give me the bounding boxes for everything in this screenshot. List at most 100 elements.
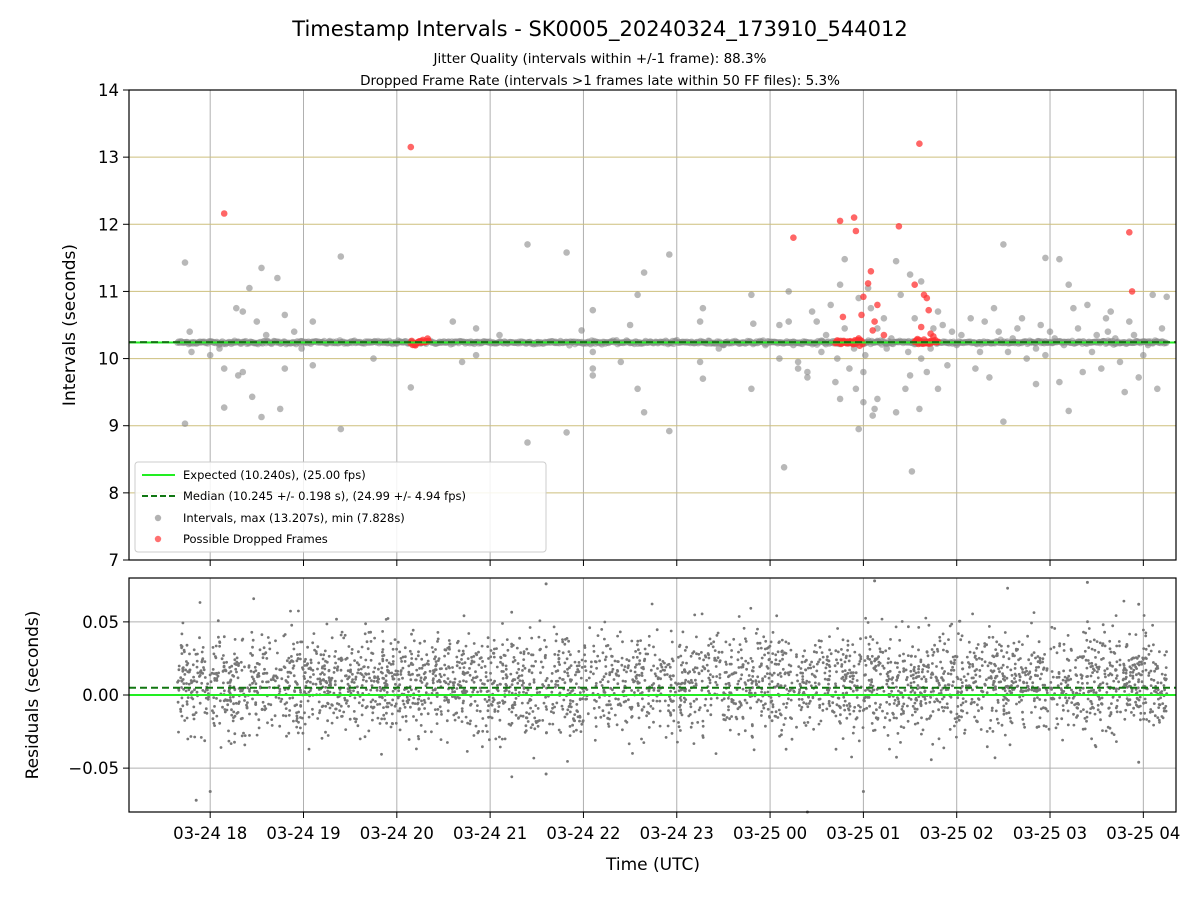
residual-point (380, 752, 383, 756)
residual-point (841, 670, 845, 673)
residual-point (253, 689, 256, 693)
residual-point (804, 668, 807, 672)
residual-point (1067, 696, 1071, 700)
residual-point (918, 686, 922, 689)
residual-point (846, 643, 850, 647)
residual-point (754, 679, 758, 683)
residual-point (299, 657, 302, 661)
residual-point (338, 688, 342, 691)
residual-point (1124, 671, 1128, 675)
residual-point (1144, 634, 1148, 638)
residual-point (917, 648, 920, 652)
residual-point (1088, 711, 1092, 715)
residual-point (424, 691, 428, 695)
residual-point (855, 679, 859, 682)
residual-point (539, 647, 542, 651)
residual-point (519, 714, 523, 718)
residual-point (913, 691, 917, 695)
residual-point (1157, 706, 1161, 709)
residual-point (448, 642, 452, 646)
residual-point (1013, 654, 1016, 658)
residual-point (1062, 649, 1066, 652)
residual-point (620, 656, 624, 660)
residual-point (575, 682, 578, 686)
residual-point (704, 697, 708, 701)
residual-point (638, 651, 642, 655)
residual-point (538, 690, 542, 694)
residual-point (802, 681, 806, 684)
residual-point (626, 666, 630, 670)
residual-point (747, 674, 751, 677)
residual-point (712, 640, 716, 644)
residual-point (245, 706, 249, 710)
residual-point (1162, 709, 1166, 713)
residual-point (1053, 627, 1057, 630)
residual-point (180, 645, 184, 648)
residual-point (311, 641, 315, 645)
residual-point (1122, 599, 1126, 603)
residual-point (685, 645, 688, 649)
residual-point (1085, 638, 1089, 642)
interval-outlier-142 (1042, 351, 1049, 359)
residual-point (1067, 674, 1071, 678)
residual-point (668, 665, 672, 669)
residual-point (415, 668, 419, 672)
residual-point (1135, 696, 1139, 700)
residual-point (233, 740, 236, 744)
residual-point (237, 702, 241, 705)
residual-point (651, 707, 655, 710)
residual-point (303, 722, 307, 726)
residual-point (802, 691, 806, 694)
interval-outlier-164 (1130, 331, 1138, 339)
residual-point (384, 679, 388, 683)
interval-outlier-60 (748, 385, 755, 393)
interval-outlier-45 (617, 358, 625, 366)
residual-point (1089, 689, 1092, 693)
residual-point (756, 627, 759, 631)
residual-point (1081, 686, 1085, 690)
residual-point (636, 643, 639, 647)
residual-point (784, 640, 788, 644)
residual-point (1066, 634, 1070, 637)
residual-point (590, 660, 593, 664)
residual-point (351, 678, 354, 681)
residual-point (846, 648, 849, 652)
residual-point (421, 703, 424, 706)
residual-point (780, 650, 784, 654)
residual-point (460, 707, 464, 710)
residual-point (398, 683, 402, 687)
residual-point (1050, 688, 1053, 691)
interval-outlier-150 (1070, 304, 1077, 312)
xtick-label-3: 03-24 21 (453, 824, 527, 843)
residual-extreme-9 (1137, 760, 1141, 764)
residual-point (309, 680, 312, 684)
interval-outlier-35 (524, 241, 531, 248)
interval-outlier-163 (1126, 318, 1133, 325)
residual-point (949, 695, 953, 699)
residual-point (1043, 698, 1047, 702)
residual-point (749, 606, 753, 610)
residual-point (1125, 697, 1129, 700)
residual-point (1112, 679, 1116, 683)
residual-point (180, 686, 183, 689)
residual-point (352, 681, 356, 684)
residual-point (299, 690, 302, 694)
residual-point (472, 688, 476, 692)
residual-point (1000, 649, 1003, 653)
residual-point (562, 698, 566, 702)
residual-point (992, 669, 996, 673)
residual-point (185, 682, 188, 685)
residual-point (434, 674, 438, 678)
residual-point (635, 673, 639, 677)
residual-point (1104, 675, 1107, 679)
residual-point (851, 671, 855, 674)
residual-point (285, 701, 289, 704)
residual-point (851, 677, 855, 681)
residual-point (749, 657, 753, 660)
residual-point (1114, 668, 1118, 672)
residual-point (1144, 701, 1148, 704)
interval-outlier-74 (818, 348, 825, 356)
interval-outlier-55 (699, 304, 707, 312)
interval-outlier-86 (855, 425, 862, 433)
residual-point (374, 700, 377, 703)
